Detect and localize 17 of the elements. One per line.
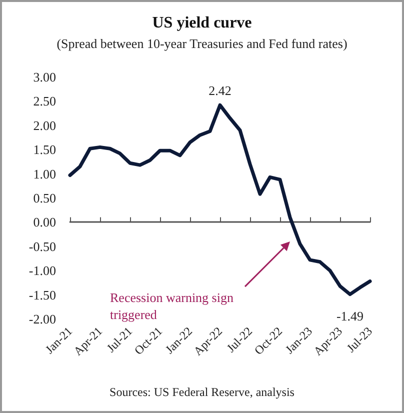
y-tick-label: 2.00	[33, 118, 56, 133]
y-tick-label: 2.50	[33, 94, 56, 109]
data-label: 2.42	[208, 83, 232, 98]
y-tick-label: 0.50	[33, 190, 56, 206]
y-tick-label: -1.50	[28, 287, 56, 302]
data-label: -1.49	[336, 308, 364, 324]
y-tick-label: -1.00	[28, 263, 56, 278]
y-tick-label: 1.50	[33, 142, 56, 158]
y-tick-label: -0.50	[28, 238, 56, 254]
y-tick-label: 3.00	[33, 70, 56, 84]
y-tick-label: 0.00	[33, 214, 56, 230]
source-note: Sources: US Federal Reserve, analysis	[110, 385, 295, 399]
y-tick-label: -2.00	[28, 312, 56, 326]
chart-subtitle: (Spread between 10-year Treasuries and Fed fund rates)	[56, 36, 348, 51]
annotation: Recession warning sign triggered	[110, 290, 237, 322]
chart-title: US yield curve	[152, 14, 252, 32]
y-tick-label: 1.00	[33, 166, 56, 182]
